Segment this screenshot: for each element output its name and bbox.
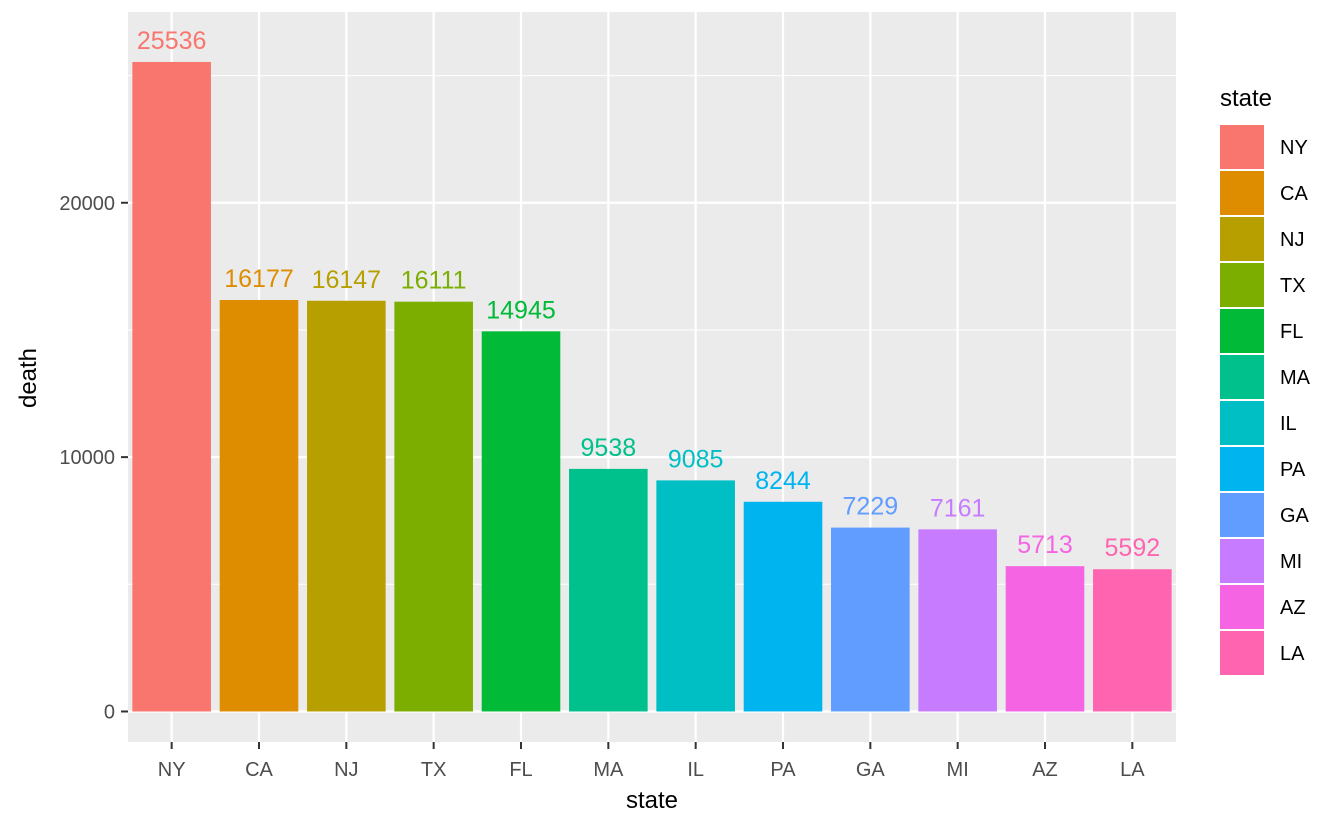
- legend-label-ca: CA: [1280, 183, 1308, 205]
- legend-label-az: AZ: [1280, 597, 1306, 619]
- legend-key-il: [1220, 401, 1264, 445]
- legend-key-mi: [1220, 539, 1264, 583]
- data-label-fl: 14945: [486, 296, 556, 324]
- bar-ca: [219, 300, 299, 712]
- legend-key-ga: [1220, 493, 1264, 537]
- bar-fl: [481, 331, 561, 712]
- legend: state NY CA NJ TX FL MA IL PA GA MI AZ LA: [1220, 85, 1311, 675]
- legend-key-tx: [1220, 263, 1264, 307]
- x-tick-label: GA: [856, 759, 886, 781]
- x-tick-label: PA: [770, 759, 796, 781]
- data-label-az: 5713: [1017, 531, 1073, 559]
- legend-label-ga: GA: [1280, 505, 1310, 527]
- x-tick-label: MI: [947, 759, 969, 781]
- y-tick-label: 0: [104, 701, 115, 723]
- x-axis-title: state: [626, 787, 678, 814]
- x-tick-label: AZ: [1032, 759, 1058, 781]
- bar-ga: [831, 527, 910, 712]
- data-label-tx: 16111: [401, 267, 467, 295]
- x-tick-label: TX: [421, 759, 447, 781]
- legend-label-ny: NY: [1280, 137, 1308, 159]
- bar-la: [1093, 569, 1172, 712]
- data-label-il: 9085: [668, 445, 724, 473]
- legend-label-fl: FL: [1280, 321, 1303, 343]
- bar-il: [656, 480, 735, 712]
- bars: [132, 61, 1172, 712]
- legend-key-ny: [1220, 125, 1264, 169]
- data-label-mi: 7161: [930, 494, 986, 522]
- x-tick-label: FL: [509, 759, 532, 781]
- data-labels: 25536 16177 16147 16111 14945 9538 9085 8244 722…: [137, 27, 1160, 562]
- legend-key-la: [1220, 631, 1264, 675]
- bar-nj: [307, 300, 386, 712]
- legend-label-pa: PA: [1280, 459, 1306, 481]
- legend-label-ma: MA: [1280, 367, 1311, 389]
- bar-mi: [918, 529, 997, 712]
- x-tick-label: LA: [1120, 759, 1145, 781]
- bar-pa: [743, 501, 823, 712]
- y-tick-label: 10000: [59, 447, 115, 469]
- data-label-ga: 7229: [843, 493, 899, 521]
- legend-key-fl: [1220, 309, 1264, 353]
- data-label-la: 5592: [1105, 534, 1161, 562]
- bar-tx: [394, 301, 473, 712]
- bar-az: [1005, 566, 1085, 712]
- x-tick-label: MA: [593, 759, 624, 781]
- data-label-ca: 16177: [224, 265, 294, 293]
- legend-label-il: IL: [1280, 413, 1297, 435]
- legend-key-az: [1220, 585, 1264, 629]
- legend-key-nj: [1220, 217, 1264, 261]
- x-tick-label: CA: [245, 759, 273, 781]
- legend-key-ca: [1220, 171, 1264, 215]
- legend-label-nj: NJ: [1280, 229, 1304, 251]
- y-tick-label: 20000: [59, 193, 115, 215]
- legend-key-pa: [1220, 447, 1264, 491]
- legend-key-ma: [1220, 355, 1264, 399]
- x-tick-label: NY: [158, 759, 186, 781]
- panel-background: [128, 12, 1176, 742]
- bar-ny: [132, 61, 211, 712]
- y-axis: 0 10000 20000: [59, 193, 128, 723]
- data-label-pa: 8244: [755, 467, 811, 495]
- data-label-ma: 9538: [581, 434, 637, 462]
- legend-label-la: LA: [1280, 643, 1305, 665]
- data-label-ny: 25536: [137, 27, 207, 55]
- bar-ma: [569, 468, 648, 712]
- legend-title: state: [1220, 85, 1272, 112]
- y-axis-title: death: [15, 348, 42, 408]
- x-tick-label: IL: [687, 759, 704, 781]
- x-axis: NY CA NJ TX FL MA IL PA GA MI AZ LA: [158, 742, 1145, 781]
- x-tick-label: NJ: [334, 759, 358, 781]
- legend-label-mi: MI: [1280, 551, 1302, 573]
- legend-label-tx: TX: [1280, 275, 1306, 297]
- data-label-nj: 16147: [312, 266, 382, 294]
